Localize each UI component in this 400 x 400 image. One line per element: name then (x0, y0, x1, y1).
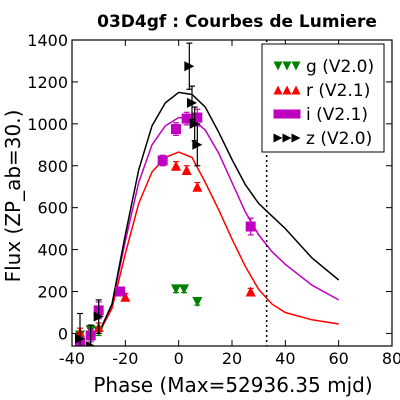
model-curve (98, 151, 339, 334)
y-tick-label: 1200 (27, 73, 68, 92)
legend-marker (291, 85, 301, 95)
data-point (184, 61, 195, 72)
x-tick-label: 0 (174, 349, 184, 368)
data-point (192, 139, 203, 150)
legend-marker (282, 61, 292, 71)
legend-marker (273, 109, 283, 119)
data-point (245, 221, 256, 232)
data-point (171, 124, 181, 135)
y-tick-label: 600 (37, 199, 68, 218)
data-point (75, 333, 85, 344)
data-point (93, 311, 104, 322)
x-tick-label: -40 (59, 349, 85, 368)
data-point (171, 160, 181, 171)
legend-label: z (V2.0) (306, 129, 372, 149)
legend: g (V2.0) r (V2.1) i (V2.1) z (V2.0) (261, 43, 385, 153)
x-tick-label: 80 (382, 349, 400, 368)
plot-content (75, 40, 340, 346)
legend-label: g (V2.0) (306, 57, 374, 77)
data-point (157, 155, 168, 166)
y-tick-label: 200 (37, 283, 68, 302)
data-point (192, 112, 203, 123)
legend-marker (291, 109, 301, 119)
x-tick-label: 40 (275, 349, 295, 368)
data-point (85, 341, 96, 346)
legend-marker (282, 133, 292, 143)
x-axis-title: Phase (Max=52936.35 mjd) (93, 373, 372, 397)
data-point (115, 286, 125, 297)
x-tick-label: 60 (328, 349, 348, 368)
data-point (171, 284, 181, 295)
data-point (187, 97, 197, 108)
chart-title: 03D4gf : Courbes de Lumiere (97, 12, 377, 32)
data-point (179, 284, 189, 295)
y-tick-label: 400 (37, 241, 68, 260)
y-axis-title: Flux (ZP_ab=30.) (1, 110, 25, 283)
x-tick-label: 20 (222, 349, 242, 368)
data-point (181, 164, 192, 175)
legend-label: r (V2.1) (306, 81, 370, 101)
y-tick-label: 800 (37, 157, 68, 176)
model-curve (98, 116, 340, 334)
y-tick-label: 1000 (27, 115, 68, 134)
legend-marker (273, 61, 283, 71)
legend-marker (273, 85, 283, 95)
data-point (192, 296, 203, 307)
legend-marker (273, 133, 283, 143)
x-tick-label: -20 (112, 349, 138, 368)
legend-box (261, 43, 385, 153)
model-curve (98, 91, 340, 334)
data-point (192, 181, 203, 192)
legend-marker (282, 109, 292, 119)
legend-marker (291, 133, 301, 143)
data-point (120, 291, 131, 302)
legend-marker (291, 61, 301, 71)
data-point (245, 286, 256, 297)
legend-label: i (V2.1) (306, 105, 368, 125)
data-point (181, 113, 192, 124)
legend-marker (282, 85, 292, 95)
y-tick-label: 0 (58, 324, 68, 343)
y-tick-label: 1400 (27, 31, 68, 50)
